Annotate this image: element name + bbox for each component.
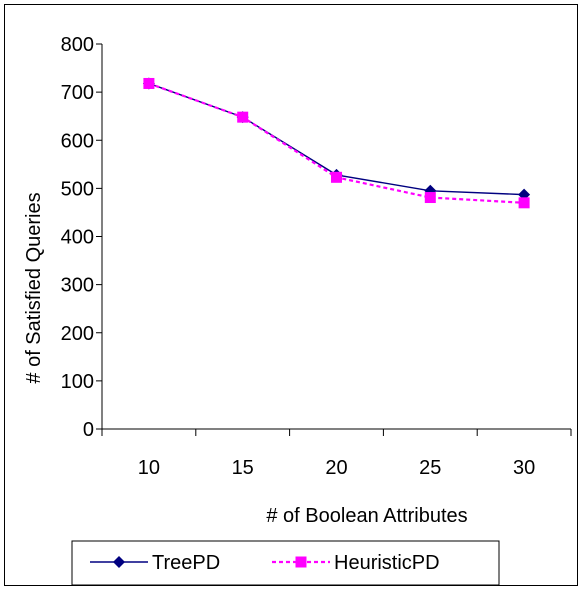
legend-label: TreePD <box>152 552 220 574</box>
axes <box>101 44 571 430</box>
data-point <box>518 197 530 209</box>
x-tick-label: 25 <box>419 457 441 479</box>
y-tick-label: 600 <box>61 130 94 152</box>
series-line <box>148 82 525 204</box>
x-axis-title: # of Boolean Attributes <box>266 505 467 527</box>
series-heuristicpd <box>143 77 530 209</box>
legend-items: TreePD HeuristicPD <box>90 552 440 574</box>
legend-item-treepd: TreePD <box>90 552 220 574</box>
legend-marker <box>295 556 307 568</box>
y-tick-label: 0 <box>83 419 94 441</box>
x-tick-label: 10 <box>138 457 160 479</box>
y-tick-label: 400 <box>61 227 94 249</box>
data-point <box>331 171 342 183</box>
legend-box <box>71 540 500 586</box>
y-tick-label: 700 <box>61 82 94 104</box>
x-tick-label: 20 <box>325 457 347 479</box>
y-axis-title: # of Satisfied Queries <box>23 192 45 383</box>
y-tick-label: 100 <box>61 371 94 393</box>
y-tick-label: 800 <box>61 34 94 56</box>
x-tick-label: 15 <box>232 457 254 479</box>
y-axis-ticks: 0 100 200 300 400 500 600 700 800 <box>61 34 102 441</box>
legend: TreePD HeuristicPD <box>71 540 500 586</box>
y-tick-label: 500 <box>61 178 94 200</box>
chart-frame <box>4 4 578 586</box>
data-point <box>237 111 249 123</box>
chart-series <box>142 77 531 209</box>
x-tick-label: 30 <box>513 457 535 479</box>
data-point <box>143 77 155 89</box>
y-tick-label: 300 <box>61 275 94 297</box>
y-tick-label: 200 <box>61 323 94 345</box>
data-point <box>424 192 436 204</box>
legend-marker <box>113 556 125 568</box>
x-axis-ticks: 10 15 20 25 30 <box>101 429 572 479</box>
legend-item-heuristicpd: HeuristicPD <box>272 552 440 574</box>
legend-label: HeuristicPD <box>334 552 440 574</box>
